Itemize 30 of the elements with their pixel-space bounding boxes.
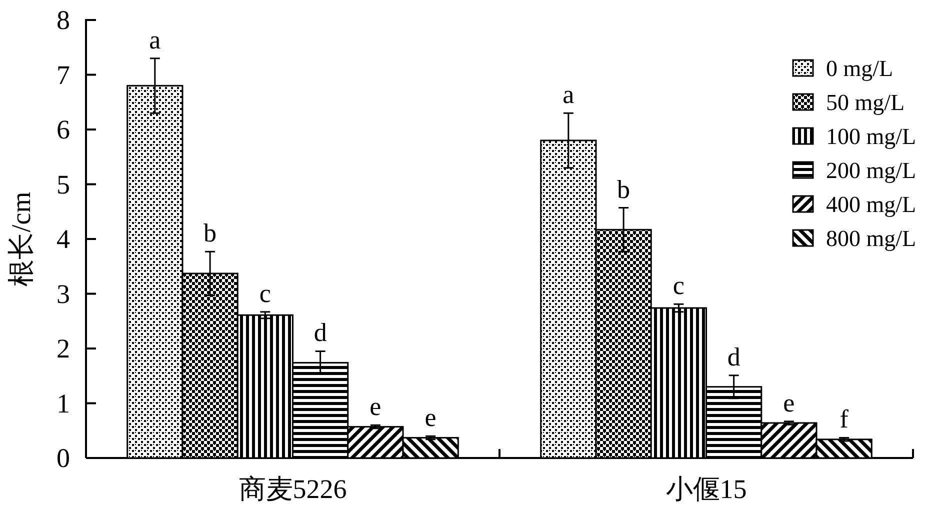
y-tick-label: 8 (56, 5, 70, 35)
legend-label: 200 mg/L (826, 158, 916, 183)
legend-label: 400 mg/L (826, 192, 916, 217)
y-tick-label: 0 (56, 443, 70, 473)
y-tick-label: 1 (56, 388, 70, 418)
y-tick-label: 5 (56, 169, 70, 200)
legend-label: 800 mg/L (826, 226, 916, 251)
annotation: d (727, 342, 740, 372)
annotation: e (424, 403, 436, 432)
legend-label: 100 mg/L (826, 124, 916, 149)
annotation: c (672, 271, 684, 300)
legend-label: 50 mg/L (826, 90, 905, 115)
annotation: b (204, 218, 217, 248)
x-tick-label: 商麦5226 (238, 474, 347, 504)
annotation: a (149, 25, 162, 54)
y-tick-label: 3 (56, 278, 70, 309)
annotation: a (562, 80, 575, 110)
annotation: e (783, 388, 795, 418)
y-tick-label: 7 (56, 60, 70, 90)
annotation: b (617, 174, 630, 204)
annotation: e (370, 392, 382, 422)
x-tick-label: 小偃15 (666, 474, 747, 504)
annotation: d (314, 318, 327, 348)
y-tick-label: 2 (56, 334, 70, 364)
y-tick-label: 4 (56, 224, 70, 254)
legend-label: 0 mg/L (826, 56, 894, 81)
y-axis-title: 根长/cm (6, 192, 36, 286)
annotation: c (259, 278, 271, 308)
y-tick-label: 6 (56, 114, 70, 144)
annotation: f (840, 404, 849, 434)
